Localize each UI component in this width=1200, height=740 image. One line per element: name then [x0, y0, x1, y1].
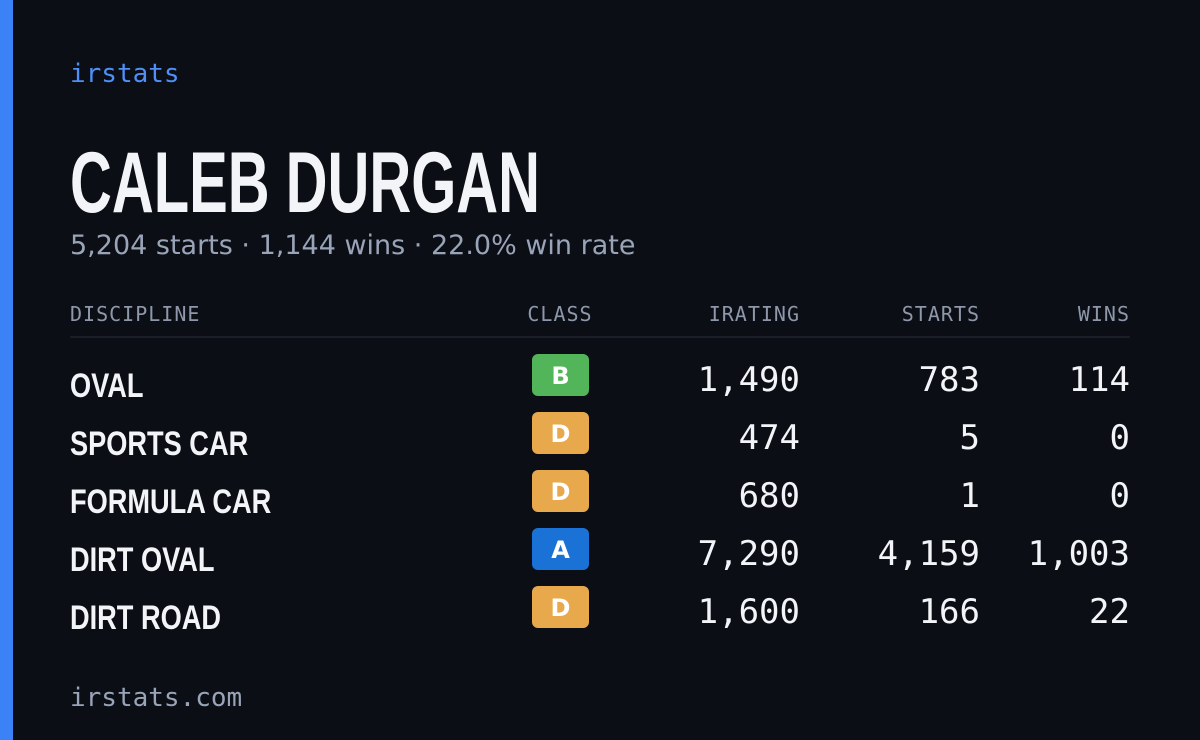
class-badge [532, 586, 589, 628]
wins-value: 0 [1110, 476, 1130, 516]
column-header: STARTS [902, 302, 980, 326]
discipline: SPORTS CAR [70, 424, 248, 463]
irating-value: 680 [739, 476, 800, 516]
class-letter: D [551, 594, 571, 622]
class-letter: A [551, 536, 570, 564]
class-badge [532, 412, 589, 454]
class-badge [532, 470, 589, 512]
column-header: CLASS [527, 302, 592, 326]
driver-name: CALEB DURGAN [70, 135, 540, 231]
irating-value: 1,490 [698, 360, 800, 400]
irating-value: 7,290 [698, 534, 800, 574]
discipline: FORMULA CAR [70, 482, 271, 521]
wins-value: 0 [1110, 418, 1130, 458]
starts-value: 5 [960, 418, 980, 458]
column-header: IRATING [709, 302, 800, 326]
subtitle: 5,204 starts · 1,144 wins · 22.0% win ra… [70, 230, 635, 261]
wins-value: 22 [1089, 592, 1130, 632]
class-letter: D [551, 420, 571, 448]
irating-value: 474 [739, 418, 800, 458]
class-letter: D [551, 478, 571, 506]
discipline: DIRT ROAD [70, 598, 221, 637]
brand: irstats [70, 59, 180, 89]
wins-value: 1,003 [1028, 534, 1130, 574]
class-badge [532, 528, 589, 570]
starts-value: 783 [919, 360, 980, 400]
discipline: OVAL [70, 366, 143, 405]
footer: irstats.com [70, 683, 242, 713]
accent-bar [0, 0, 13, 740]
wins-value: 114 [1069, 360, 1130, 400]
class-letter: B [551, 362, 569, 390]
irating-value: 1,600 [698, 592, 800, 632]
starts-value: 4,159 [878, 534, 980, 574]
column-header: DISCIPLINE [70, 302, 200, 326]
starts-value: 1 [960, 476, 980, 516]
column-header: WINS [1078, 302, 1130, 326]
discipline: DIRT OVAL [70, 540, 214, 579]
starts-value: 166 [919, 592, 980, 632]
class-badge [532, 354, 589, 396]
